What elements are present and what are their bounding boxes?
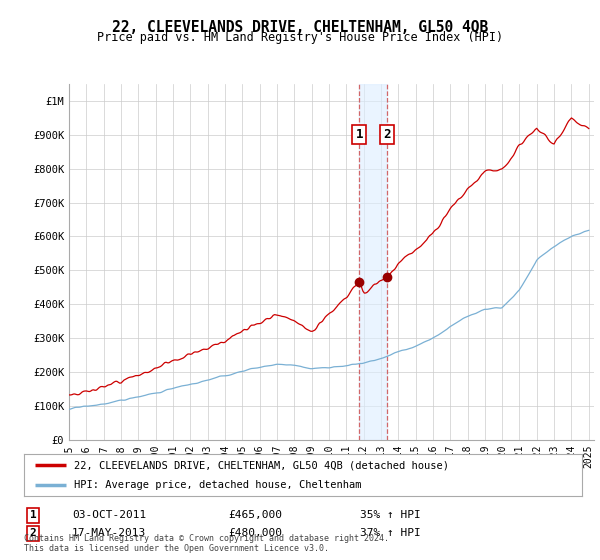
Text: 35% ↑ HPI: 35% ↑ HPI <box>360 510 421 520</box>
Text: 1: 1 <box>29 510 37 520</box>
Text: HPI: Average price, detached house, Cheltenham: HPI: Average price, detached house, Chel… <box>74 480 362 490</box>
Text: 17-MAY-2013: 17-MAY-2013 <box>72 528 146 538</box>
Text: 22, CLEEVELANDS DRIVE, CHELTENHAM, GL50 4QB: 22, CLEEVELANDS DRIVE, CHELTENHAM, GL50 … <box>112 20 488 35</box>
Bar <box>359 84 387 440</box>
Text: 1: 1 <box>355 128 363 141</box>
Text: £465,000: £465,000 <box>228 510 282 520</box>
Text: 2: 2 <box>29 528 37 538</box>
Text: £480,000: £480,000 <box>228 528 282 538</box>
Text: 03-OCT-2011: 03-OCT-2011 <box>72 510 146 520</box>
Text: 22, CLEEVELANDS DRIVE, CHELTENHAM, GL50 4QB (detached house): 22, CLEEVELANDS DRIVE, CHELTENHAM, GL50 … <box>74 460 449 470</box>
Text: 2: 2 <box>383 128 391 141</box>
Text: 37% ↑ HPI: 37% ↑ HPI <box>360 528 421 538</box>
Text: Contains HM Land Registry data © Crown copyright and database right 2024.
This d: Contains HM Land Registry data © Crown c… <box>24 534 389 553</box>
Text: Price paid vs. HM Land Registry's House Price Index (HPI): Price paid vs. HM Land Registry's House … <box>97 31 503 44</box>
